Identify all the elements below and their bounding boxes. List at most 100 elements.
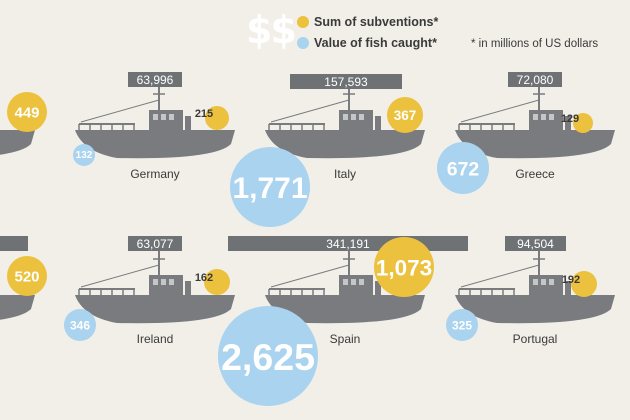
boat-hull — [0, 130, 35, 155]
subventions-swatch — [297, 16, 309, 28]
boat-hull — [75, 295, 235, 324]
boat-icon — [75, 82, 235, 159]
top-value-label: 94,504 — [517, 237, 554, 251]
subventions-bubble — [204, 269, 230, 295]
boat-window — [351, 114, 356, 120]
top-value-label: 63,996 — [137, 73, 174, 87]
boat-stack — [565, 281, 571, 295]
subventions-bubble — [374, 237, 434, 297]
boat-window — [541, 114, 546, 120]
subventions-bubble — [573, 113, 593, 133]
boat-hull — [265, 295, 425, 324]
boat-stack — [375, 116, 381, 130]
top-value-label: 72,080 — [517, 73, 554, 87]
boat-hull — [0, 295, 35, 320]
country-label: Ireland — [137, 332, 174, 346]
value-bar — [508, 72, 562, 87]
fish-swatch — [297, 37, 309, 49]
fish-value: 325 — [452, 318, 472, 332]
top-value-label: 341,191 — [326, 237, 370, 251]
boat-stack — [565, 116, 571, 130]
country-label: Spain — [330, 332, 361, 346]
subventions-bubble — [571, 271, 597, 297]
boat-icon — [75, 247, 235, 324]
subventions-value: 215 — [195, 108, 213, 120]
fish-bubble — [230, 147, 310, 227]
dollar-sign-icon: $$ — [246, 8, 297, 52]
value-bar — [128, 72, 182, 87]
legend-fish: Value of fish caught* — [297, 36, 437, 50]
boat-rope — [80, 99, 160, 123]
subventions-value: 520 — [14, 269, 39, 286]
subventions-value: 367 — [394, 108, 417, 123]
fish-bubble — [218, 306, 318, 406]
fish-value: 672 — [447, 158, 480, 180]
boat-window — [359, 279, 364, 285]
boat-window — [549, 114, 554, 120]
fish-bubble — [446, 309, 478, 341]
legend-subventions: Sum of subventions* — [297, 15, 438, 29]
boat-window — [351, 279, 356, 285]
boat-hull — [265, 130, 425, 159]
subventions-value: 162 — [195, 272, 213, 284]
top-value-label: 63,077 — [137, 237, 174, 251]
subventions-value: 1,073 — [376, 255, 432, 280]
boat-icon — [265, 247, 425, 324]
value-bar — [128, 236, 182, 251]
boat-rope — [460, 264, 540, 288]
country-label: Italy — [334, 167, 356, 181]
boat-window — [533, 114, 538, 120]
boat-stack — [185, 281, 191, 295]
subventions-bubble — [387, 97, 423, 133]
boat-rope — [460, 99, 540, 123]
country-label: Germany — [130, 167, 179, 181]
fish-value: 2,625 — [221, 336, 315, 378]
country-label: Portugal — [513, 332, 558, 346]
boat-rope — [80, 264, 160, 288]
boat-window — [541, 279, 546, 285]
boat-window — [161, 279, 166, 285]
boat-rope — [270, 99, 350, 123]
legend-fish-label: Value of fish caught* — [314, 36, 437, 50]
fish-value: 132 — [76, 150, 93, 161]
fish-value: 1,771 — [232, 172, 307, 205]
subventions-value: 449 — [14, 105, 39, 122]
boat-icon — [0, 130, 35, 155]
boat-rope — [270, 264, 350, 288]
value-bar — [290, 74, 402, 89]
boat-window — [343, 114, 348, 120]
boat-icon — [265, 82, 425, 159]
boat-window — [359, 114, 364, 120]
boat-hull — [455, 130, 615, 159]
boat-icon — [455, 82, 615, 159]
boat-window — [161, 114, 166, 120]
legend-subventions-label: Sum of subventions* — [314, 15, 439, 29]
subventions-bubble — [7, 256, 47, 296]
boat-hull — [455, 295, 615, 324]
fish-bubble — [437, 142, 489, 194]
fish-bubble — [73, 144, 95, 166]
country-label: Greece — [515, 167, 555, 181]
boat-window — [533, 279, 538, 285]
fish-value: 346 — [70, 318, 90, 332]
boat-window — [169, 114, 174, 120]
boat-stack — [185, 116, 191, 130]
legend-note: * in millions of US dollars — [471, 38, 599, 50]
value-bar — [0, 236, 28, 251]
value-bar — [505, 236, 566, 251]
boat-window — [169, 279, 174, 285]
boat-stack — [375, 281, 381, 295]
boat-icon — [0, 295, 35, 320]
subventions-value: 129 — [561, 113, 579, 125]
boat-window — [153, 279, 158, 285]
boat-window — [343, 279, 348, 285]
boat-icon — [455, 247, 615, 324]
boat-hull — [75, 130, 235, 159]
top-value-label: 157,593 — [324, 75, 368, 89]
subventions-value: 192 — [562, 274, 580, 286]
subventions-bubble — [7, 92, 47, 132]
subventions-bubble — [205, 106, 229, 130]
boat-window — [549, 279, 554, 285]
